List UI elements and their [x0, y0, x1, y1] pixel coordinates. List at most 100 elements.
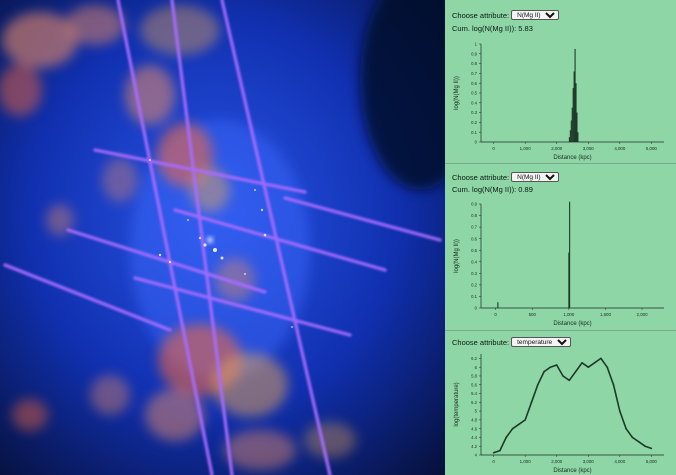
column-density-plot: 0 0.1 0.2 0.3 0.4 0.5 0.6 0.7 0.8 0.9 0 500 1,000 1,5…	[454, 201, 664, 327]
temperature-line	[493, 357, 652, 454]
bar	[569, 130, 571, 142]
data-point	[543, 370, 545, 373]
sightline	[3, 263, 172, 332]
y-tick-label: 0.2	[471, 120, 477, 125]
attribute-select[interactable]: temperature	[511, 337, 572, 347]
column-density-plot: 0 0.1 0.2 0.3 0.4 0.5 0.6 0.7 0.8 0.9 1 0 1,000 2,000…	[454, 42, 664, 161]
y-tick-label: 0.5	[471, 248, 477, 253]
y-tick-label: 4.6	[471, 426, 477, 431]
data-point	[631, 436, 634, 439]
attribute-label: Choose attribute:	[452, 172, 510, 182]
data-point	[650, 447, 653, 450]
data-point	[600, 357, 602, 360]
y-tick-label: 5.2	[471, 400, 477, 405]
data-point	[606, 366, 609, 368]
absorber-highlights	[149, 159, 293, 328]
bar	[577, 132, 579, 142]
cumulative-number: 0.89	[518, 185, 533, 194]
data-point	[568, 379, 571, 382]
data-point	[625, 427, 627, 430]
x-tick-label: 1,000	[520, 459, 532, 464]
x-tick-label: 2,000	[637, 312, 649, 317]
y-tick-label: 0.9	[471, 202, 477, 207]
data-point	[518, 423, 520, 426]
data-point	[511, 427, 514, 430]
x-axis-label: Distance (kpc)	[553, 468, 591, 474]
data-point	[549, 366, 552, 368]
bar	[575, 83, 577, 142]
bar	[576, 112, 578, 142]
y-tick-label: 0.1	[471, 294, 477, 299]
data-point	[492, 452, 495, 454]
data-point	[587, 366, 590, 368]
x-tick-label: 1,000	[520, 146, 532, 151]
y-tick-label: 5.6	[471, 382, 477, 387]
temperature-plot: 4 4.2 4.4 4.6 4.8 5 5.2 5.4 5.6 5.8 6 6.2 0 1,000 2,00…	[454, 354, 664, 474]
sightline	[170, 0, 234, 475]
attribute-label: Choose attribute:	[452, 10, 510, 20]
x-tick-label: 1,500	[600, 312, 612, 317]
y-tick-label: 6	[475, 365, 478, 370]
y-axis-label: log(temperature)	[454, 382, 460, 426]
cumulative-value: Cum. log(N(Mg II)): 0.89	[452, 185, 533, 194]
attribute-select[interactable]: N(Mg II)	[511, 172, 560, 182]
y-tick-label: 5	[475, 409, 478, 414]
bar	[568, 137, 570, 142]
x-tick-label: 3,000	[583, 146, 595, 151]
data-point	[612, 383, 615, 386]
bar	[569, 201, 571, 308]
bar	[497, 302, 499, 308]
data-point	[530, 401, 533, 404]
x-tick-label: 0	[492, 459, 495, 464]
sightline	[283, 196, 442, 242]
simulation-viewport[interactable]	[0, 0, 445, 475]
data-point	[644, 445, 646, 448]
y-tick-label: 0.7	[471, 225, 477, 230]
data-point	[574, 370, 577, 373]
y-tick-label: 0.7	[471, 71, 477, 76]
x-tick-label: 3,000	[583, 459, 595, 464]
y-axis-label: log(N(Mg II))	[454, 76, 460, 110]
sightline-panel-1: Choose attribute: N(Mg II) Cum. log(N(Mg…	[445, 0, 676, 164]
cumulative-number: 5.83	[518, 24, 533, 33]
attribute-row: Choose attribute: N(Mg II)	[452, 172, 560, 182]
y-tick-label: 6.2	[471, 356, 477, 361]
bar	[572, 88, 574, 142]
x-axis-label: Distance (kpc)	[553, 321, 591, 327]
y-tick-label: 0.3	[471, 110, 477, 115]
sightline	[133, 276, 352, 337]
cumulative-label: Cum. log(N(Mg II)):	[452, 24, 517, 33]
sightline-panel-3: Choose attribute: temperature 4 4.2 4.4 4.6…	[445, 331, 676, 475]
x-tick-label: 500	[529, 312, 537, 317]
x-tick-label: 4,000	[614, 146, 626, 151]
sightline	[116, 0, 214, 475]
x-tick-label: 0	[494, 312, 497, 317]
data-point	[499, 449, 501, 452]
attribute-select[interactable]: N(Mg II)	[511, 10, 560, 20]
y-axis-label: log(N(Mg II))	[454, 239, 460, 273]
analysis-panel: Choose attribute: N(Mg II) Cum. log(N(Mg…	[445, 0, 676, 475]
x-tick-label: 5,000	[646, 146, 658, 151]
data-point	[637, 441, 640, 443]
x-axis-label: Distance (kpc)	[553, 155, 591, 161]
y-tick-label: 5.4	[471, 391, 477, 396]
data-point	[593, 361, 596, 364]
x-tick-label: 1,000	[563, 312, 575, 317]
bar	[573, 71, 575, 142]
y-tick-label: 0	[475, 140, 478, 145]
y-tick-label: 0.1	[471, 130, 477, 135]
y-tick-label: 0.3	[471, 271, 477, 276]
cumulative-value: Cum. log(N(Mg II)): 5.83	[452, 24, 533, 33]
y-tick-label: 0.8	[471, 213, 477, 218]
sightline-panel-2: Choose attribute: N(Mg II) Cum. log(N(Mg…	[445, 164, 676, 331]
bar	[568, 252, 570, 308]
dark-region	[360, 0, 445, 190]
y-tick-label: 0.4	[471, 100, 477, 105]
y-tick-label: 0	[475, 306, 478, 311]
sightline	[66, 228, 267, 294]
data-point	[619, 410, 621, 412]
data-point	[536, 383, 539, 386]
y-tick-label: 0.6	[471, 236, 477, 241]
y-tick-label: 0.9	[471, 51, 477, 56]
data-point	[524, 419, 526, 421]
